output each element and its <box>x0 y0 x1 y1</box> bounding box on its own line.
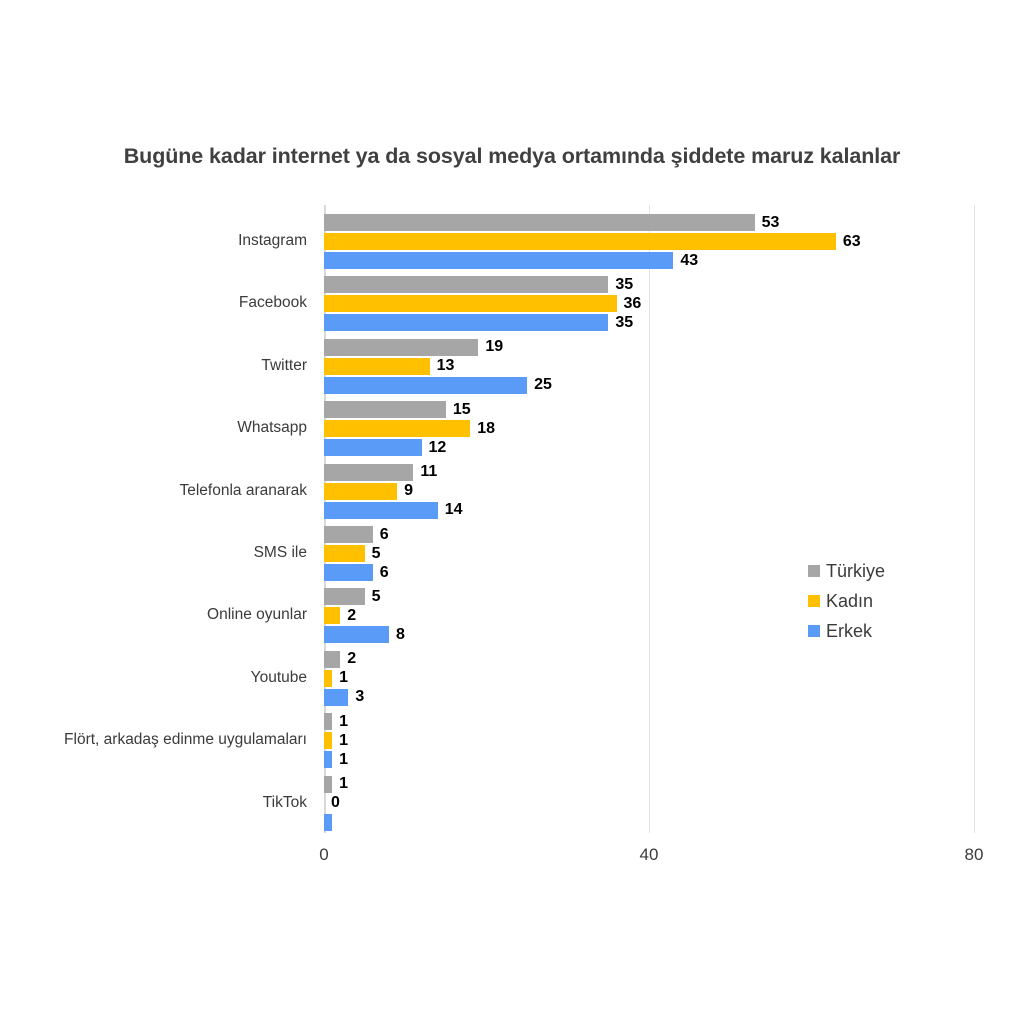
bar[interactable] <box>324 401 446 419</box>
bar[interactable] <box>324 732 333 750</box>
plot-area: Instagram 53 63 43 Facebook 35 36 35 Twitter 19 13… <box>64 205 983 864</box>
bar[interactable] <box>324 314 609 332</box>
bar-value-label: 19 <box>485 338 504 356</box>
bar-value-label: 63 <box>842 232 861 250</box>
bar-value-label: 43 <box>680 251 699 269</box>
bar[interactable] <box>324 420 471 438</box>
bar-value-label: 11 <box>420 463 438 481</box>
bar-value-label: 3 <box>355 688 365 706</box>
bar-value-label: 35 <box>615 275 634 293</box>
bar-value-label: 53 <box>761 213 780 231</box>
x-axis-tick-label: 80 <box>964 845 984 864</box>
bar-value-label: 6 <box>379 525 389 543</box>
legend-swatch-icon <box>808 595 820 607</box>
bar[interactable] <box>324 588 365 606</box>
category-row: Instagram 53 63 43 <box>238 213 974 269</box>
x-axis-tick-label: 40 <box>639 845 659 864</box>
legend-item-türkiye[interactable]: Türkiye <box>808 556 885 586</box>
category-label: Instagram <box>238 232 307 249</box>
bar[interactable] <box>324 439 422 457</box>
bar-value-label: 2 <box>347 650 357 668</box>
x-axis-tick-label: 0 <box>319 845 329 864</box>
chart-legend: Türkiye Kadın Erkek <box>808 556 885 646</box>
category-row: Twitter 19 13 25 <box>261 338 974 394</box>
bar-value-label: 14 <box>444 501 463 519</box>
bar-value-label: 1 <box>339 775 349 793</box>
bar-value-label: 12 <box>428 438 447 456</box>
bar-value-label: 18 <box>477 419 496 437</box>
gridline-80 <box>974 205 975 833</box>
bar[interactable] <box>324 482 398 500</box>
bar[interactable] <box>324 751 333 769</box>
category-row: Telefonla aranarak 11 9 14 <box>179 463 974 519</box>
category-label: Facebook <box>238 294 307 312</box>
bar-value-label: 2 <box>347 606 357 624</box>
bar[interactable] <box>324 252 674 269</box>
category-row: Facebook 35 36 35 <box>239 275 974 332</box>
bar-value-label: 1 <box>339 731 349 749</box>
legend-item-kadın[interactable]: Kadın <box>808 586 885 616</box>
bar[interactable] <box>324 233 836 250</box>
bar-value-label: 1 <box>339 750 349 768</box>
bar[interactable] <box>324 713 333 731</box>
bar-value-label: 1 <box>339 712 349 730</box>
bar[interactable] <box>324 650 341 668</box>
legend-label: Kadın <box>826 590 874 611</box>
category-label: SMS ile <box>253 544 307 561</box>
y-axis-line <box>324 205 326 833</box>
category-label: Telefonla aranarak <box>179 481 307 499</box>
legend-label: Türkiye <box>826 560 886 581</box>
bar[interactable] <box>324 669 333 687</box>
category-row: SMS ile 6 5 6 <box>254 525 974 581</box>
bar[interactable] <box>324 357 430 375</box>
bar[interactable] <box>324 564 373 581</box>
bar-value-label: 15 <box>452 400 471 418</box>
bar[interactable] <box>324 607 341 625</box>
category-label: Youtube <box>250 668 307 686</box>
category-label: Whatsapp <box>237 419 307 437</box>
bar-value-label: 9 <box>404 482 414 500</box>
bar[interactable] <box>324 276 609 294</box>
bar-value-label: 36 <box>623 294 642 312</box>
category-label: Flört, arkadaş edinme uygulamaları <box>64 731 307 749</box>
bar-value-label: 35 <box>615 313 634 331</box>
bar[interactable] <box>324 501 438 519</box>
bar[interactable] <box>324 338 479 356</box>
bar-value-label: 5 <box>371 544 381 562</box>
category-row: TikTok 1 0 <box>263 775 974 831</box>
bar-value-label: 13 <box>436 357 455 375</box>
bar[interactable] <box>324 545 365 562</box>
category-row: Flört, arkadaş edinme uygulamaları 1 1 1 <box>64 712 974 769</box>
bar-value-label: 8 <box>396 625 405 643</box>
bar-value-label: 5 <box>371 587 381 605</box>
chart-title: Bugüne kadar internet ya da sosyal medya… <box>123 144 901 168</box>
bar[interactable] <box>324 775 333 793</box>
bar-value-label: 25 <box>534 376 552 394</box>
bar[interactable] <box>324 626 389 644</box>
bar[interactable] <box>324 376 528 394</box>
bar[interactable] <box>324 214 755 231</box>
category-row: Youtube 2 1 3 <box>251 650 974 706</box>
bar[interactable] <box>324 813 333 831</box>
legend-item-erkek[interactable]: Erkek <box>808 616 885 646</box>
gridline-40 <box>649 205 650 833</box>
bar[interactable] <box>324 526 373 543</box>
category-row: Whatsapp 15 18 12 <box>237 400 974 457</box>
bar-value-label: 1 <box>339 669 349 687</box>
bar[interactable] <box>324 295 617 313</box>
bar[interactable] <box>324 688 349 706</box>
bar-value-label: 0 <box>331 794 340 812</box>
legend-swatch-icon <box>808 625 820 637</box>
category-row: Online oyunlar 5 2 8 <box>207 587 974 644</box>
category-label: TikTok <box>262 793 307 811</box>
bar-value-label: 6 <box>379 563 389 581</box>
category-label: Twitter <box>261 356 307 374</box>
legend-swatch-icon <box>808 565 820 577</box>
category-label: Online oyunlar <box>207 606 307 624</box>
legend-label: Erkek <box>826 620 873 641</box>
bar[interactable] <box>324 463 414 481</box>
